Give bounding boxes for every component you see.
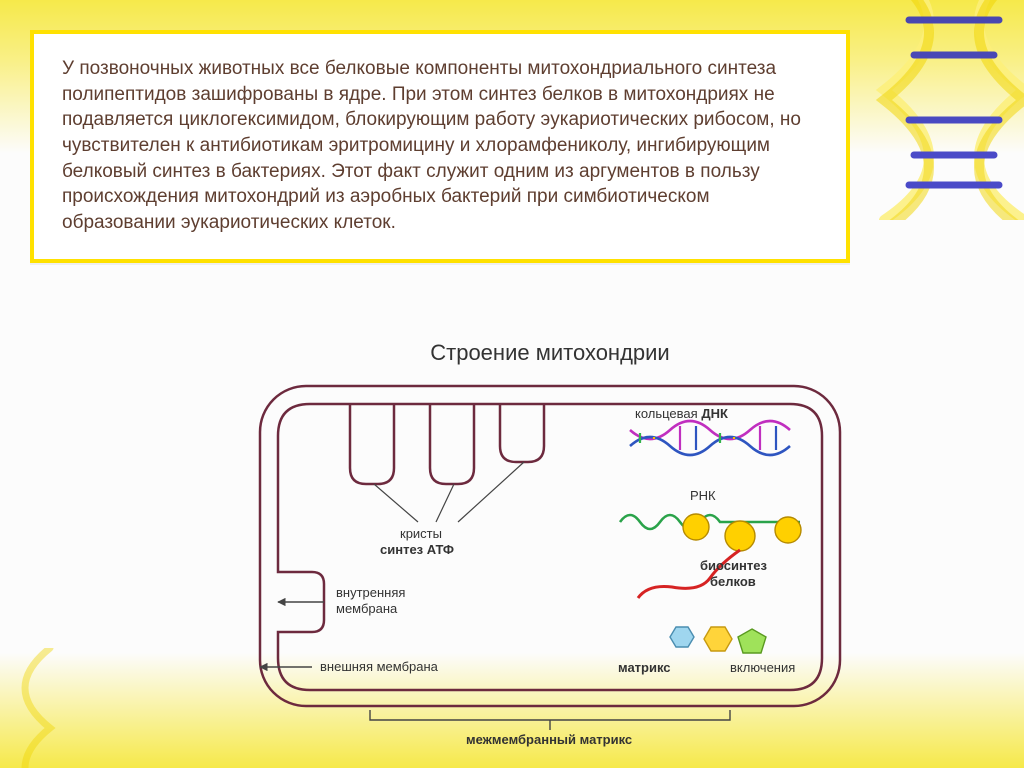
mitochondrion-svg: кристы синтез АТФ кольцевая ДНК РНК	[240, 372, 860, 747]
label-biosynthesis-2: белков	[710, 574, 756, 589]
label-biosynthesis-1: биосинтез	[700, 558, 767, 573]
label-intermembrane-matrix: межмембранный матрикс	[466, 732, 632, 747]
label-rna: РНК	[690, 488, 716, 503]
dna-decor-bottom-left	[0, 648, 70, 768]
rna-ribosome-group: РНК биосинтез белков	[620, 488, 801, 598]
label-atp-synthesis: синтез АТФ	[380, 542, 454, 557]
label-inclusions: включения	[730, 660, 795, 675]
outer-membrane	[260, 386, 840, 706]
label-outer-membrane: внешняя мембрана	[320, 659, 439, 674]
label-matrix: матрикс	[618, 660, 671, 675]
label-inner-membrane-2: мембрана	[336, 601, 398, 616]
label-dna: кольцевая ДНК	[635, 406, 728, 421]
intermembrane-bracket	[370, 710, 730, 720]
inclusions-shapes	[670, 627, 766, 653]
cristae-leaders	[374, 462, 524, 522]
dna-decor-top-right	[854, 0, 1024, 220]
main-paragraph-card: У позвоночных животных все белковые комп…	[30, 30, 850, 263]
mitochondrion-diagram: Строение митохондрии кристы синтез АТФ	[240, 340, 860, 740]
label-cristae: кристы	[400, 526, 442, 541]
main-paragraph-text: У позвоночных животных все белковые комп…	[62, 58, 801, 233]
diagram-title: Строение митохондрии	[240, 340, 860, 366]
label-inner-membrane-1: внутренняя	[336, 585, 405, 600]
circular-dna-icon	[630, 421, 790, 455]
